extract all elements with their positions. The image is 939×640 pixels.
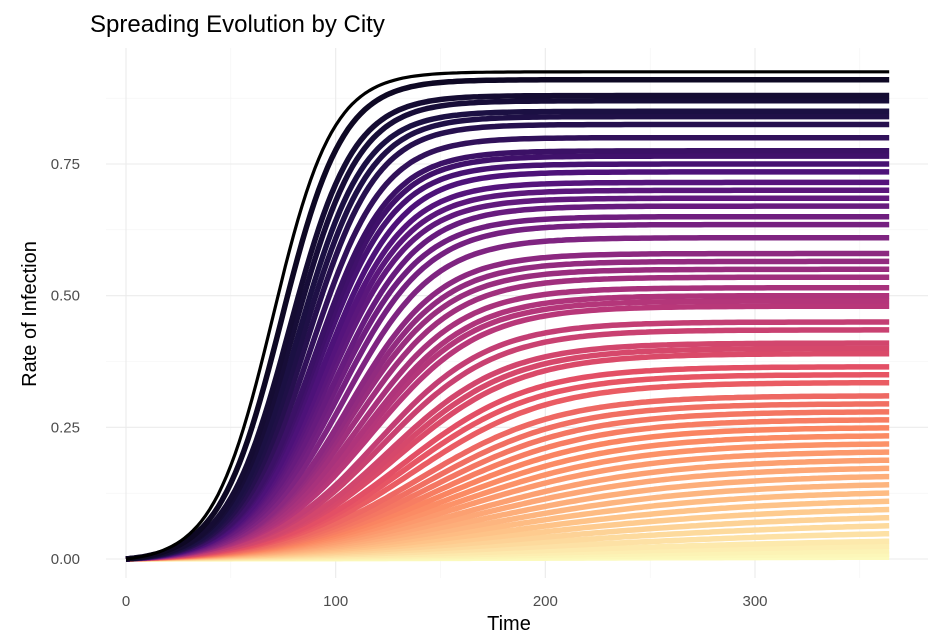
y-tick-label: 0.25 [51,419,80,436]
y-axis-title: Rate of Infection [19,241,41,387]
x-tick-label: 0 [122,593,130,610]
y-axis-ticks: 0.00 0.25 0.50 0.75 [51,156,80,568]
x-tick-label: 100 [323,593,348,610]
y-tick-label: 0.00 [51,551,80,568]
series-line-city-03 [125,92,890,562]
x-tick-label: 200 [533,593,558,610]
series-line-city-12 [125,169,890,562]
series-line-city-09 [125,148,890,562]
series-line-city-08 [125,134,890,562]
y-tick-label: 0.50 [51,288,80,305]
series-layer [125,70,890,562]
series-line-city-04 [125,98,890,562]
series-line-city-05 [125,108,890,562]
x-axis-title: Time [487,613,531,635]
series-line-city-06 [125,113,890,562]
series-line-city-02 [125,76,890,562]
x-axis-ticks: 0 100 200 300 [122,593,768,610]
x-tick-label: 300 [742,593,767,610]
chart-title: Spreading Evolution by City [90,11,385,38]
series-line-city-01 [125,70,890,561]
y-tick-label: 0.75 [51,156,80,173]
series-line-city-07 [125,121,890,562]
